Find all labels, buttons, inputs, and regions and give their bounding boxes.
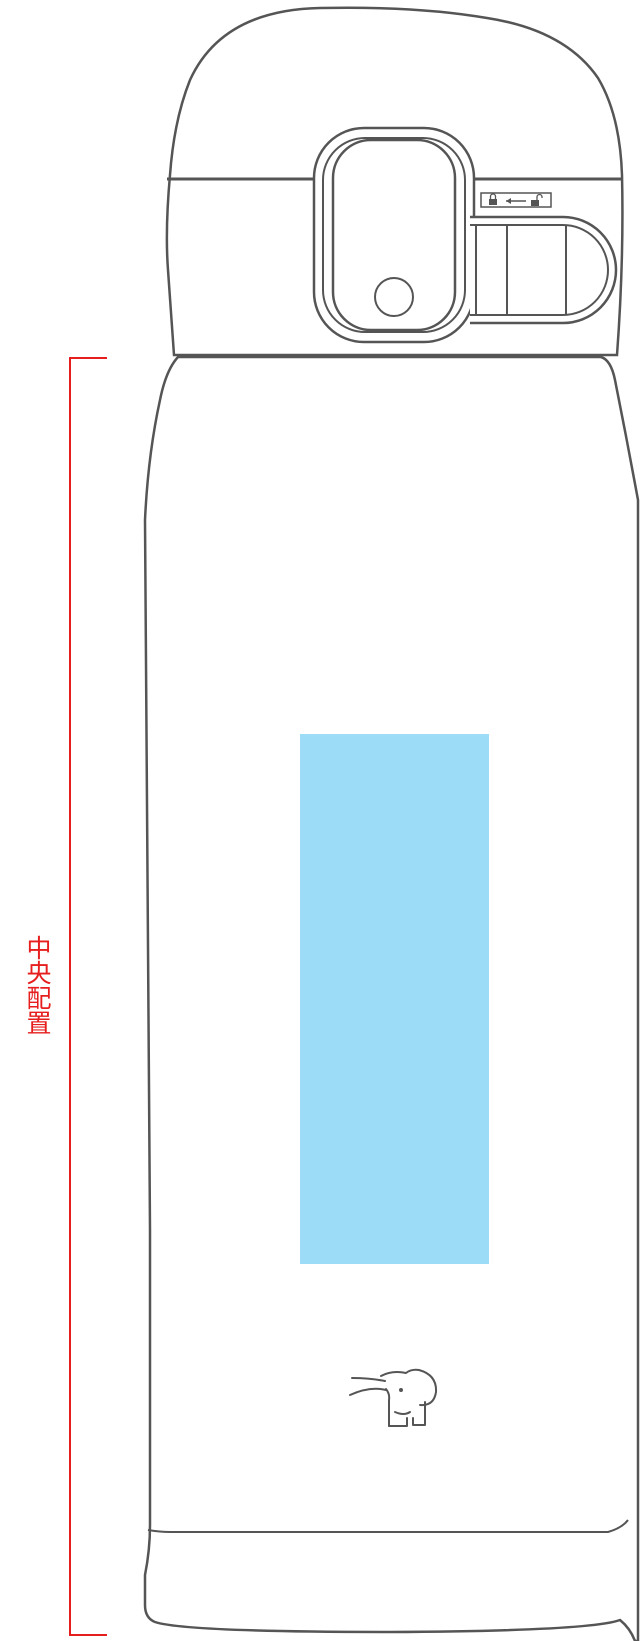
- push-button-circle: [374, 277, 414, 317]
- print-area: [300, 734, 489, 1264]
- lock-slider-track: [470, 215, 618, 325]
- button-inner-frame: [322, 137, 466, 333]
- push-button: [331, 138, 457, 332]
- base-seam: [147, 1519, 629, 1533]
- lock-slider-knob: [470, 224, 609, 316]
- center-placement-label: 中央配置: [23, 935, 52, 1035]
- center-bracket: [69, 357, 107, 1636]
- lock-icon: [489, 193, 497, 205]
- unlock-icon: [531, 193, 543, 206]
- elephant-logo-icon: [349, 1368, 438, 1427]
- left-arrow-icon: [506, 198, 526, 204]
